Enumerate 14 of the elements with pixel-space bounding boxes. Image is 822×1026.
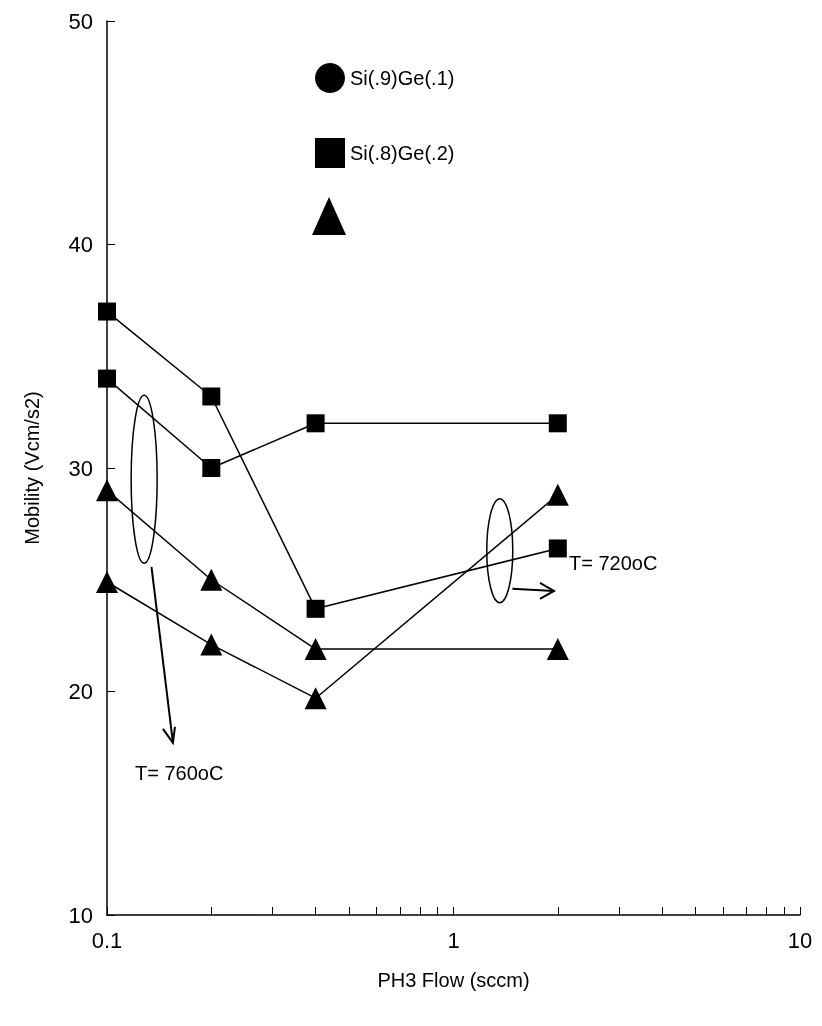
annotation: T= 760oC [135,762,224,785]
y-tick-label: 30 [68,455,93,481]
x-tick-label: 10 [787,927,813,953]
y-axis-title: Mobility (Vcm/s2) [21,391,43,545]
x-tick-label: 1 [447,927,460,953]
legend-label: Si(.9)Ge(.1) [350,67,455,89]
legend-label: Si(.8)Ge(.2) [350,142,455,164]
x-axis-title: PH3 Flow (sccm) [377,969,530,991]
y-tick-label: 50 [68,8,93,34]
annotation: T= 720oC [569,552,658,575]
x-tick-label: 0.1 [91,927,123,953]
y-tick-label: 10 [68,902,93,928]
y-tick-label: 40 [68,232,93,257]
y-tick-label: 20 [68,679,93,704]
